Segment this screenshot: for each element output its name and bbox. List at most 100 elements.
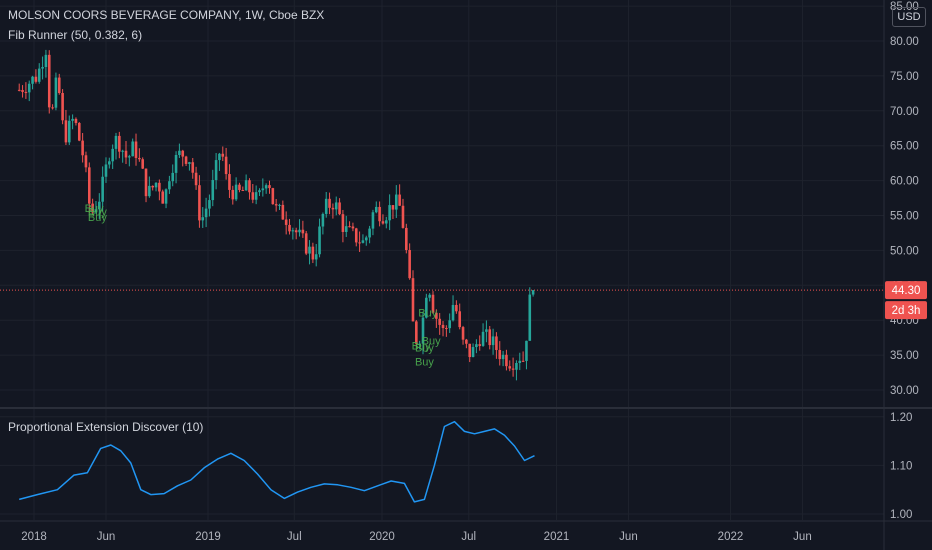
candle-body — [488, 329, 492, 346]
candle-body — [124, 150, 128, 158]
buy-signal-label: Buy — [85, 203, 104, 215]
candle-body — [31, 76, 34, 84]
candle-body — [358, 242, 361, 244]
candle-body — [244, 180, 248, 191]
candle-body — [495, 336, 498, 351]
candle-body — [415, 321, 418, 344]
candle-body — [465, 339, 468, 344]
y-tick-label: 65.00 — [890, 141, 919, 153]
candle-body — [118, 135, 121, 152]
indicator-legend[interactable]: Fib Runner (50, 0.382, 6) — [8, 28, 143, 42]
y-tick-label: 35.00 — [890, 350, 919, 362]
oscillator-legend[interactable]: Proportional Extension Discover (10) — [8, 420, 204, 434]
candle-body — [154, 182, 158, 188]
candle-body — [505, 354, 508, 367]
candle-body — [94, 209, 98, 213]
candle-body — [458, 311, 462, 328]
candle-body — [114, 135, 118, 149]
candle-body — [51, 107, 54, 109]
candle-body — [321, 213, 325, 227]
candle-body — [391, 205, 395, 210]
candle-body — [408, 250, 411, 279]
candle-body — [44, 54, 48, 68]
candle-body — [281, 204, 285, 220]
candle-body — [401, 205, 405, 228]
candle-body — [274, 204, 278, 206]
candle-body — [24, 91, 28, 93]
candle-body — [57, 77, 61, 93]
price-candles — [17, 49, 535, 381]
candle-body — [291, 230, 295, 232]
x-tick-label: 2019 — [195, 531, 221, 543]
candle-body — [528, 294, 532, 341]
y-tick-label: 80.00 — [890, 36, 919, 48]
candle-body — [301, 229, 305, 234]
candle-body — [101, 176, 104, 202]
candle-body — [194, 172, 198, 186]
candle-body — [294, 230, 298, 233]
candle-body — [161, 191, 165, 204]
candle-body — [224, 156, 228, 175]
candle-body — [54, 77, 58, 108]
candle-body — [41, 67, 44, 69]
candle-body — [64, 120, 68, 143]
candle-body — [381, 221, 385, 224]
candle-body — [238, 184, 241, 191]
candle-body — [478, 344, 482, 346]
x-tick-label: Jun — [97, 531, 116, 543]
candle-body — [471, 347, 475, 358]
candle-body — [208, 200, 211, 209]
osc-y-tick-label: 1.20 — [890, 412, 912, 424]
chart-title[interactable]: MOLSON COORS BEVERAGE COMPANY, 1W, Cboe … — [8, 8, 325, 22]
candle-body — [268, 185, 271, 189]
candle-body — [74, 118, 78, 123]
price-overlay: 44.30 2d 3h — [0, 281, 927, 320]
candle-body — [284, 219, 288, 225]
candle-body — [218, 153, 221, 161]
candle-body — [475, 344, 478, 348]
buy-signal-label: Buy — [415, 343, 434, 355]
x-tick-label: Jun — [619, 531, 638, 543]
candle-body — [515, 362, 518, 370]
candle-body — [338, 202, 341, 215]
candle-body — [518, 360, 522, 363]
candle-body — [521, 360, 525, 362]
candle-body — [341, 214, 345, 232]
candle-body — [17, 89, 21, 91]
candle-body — [228, 174, 231, 190]
candle-body — [104, 164, 108, 177]
buy-signal-label: Buy — [412, 341, 431, 353]
x-tick-label: 2020 — [369, 531, 395, 543]
candle-body — [314, 254, 318, 260]
candle-body — [188, 162, 191, 164]
candle-body — [201, 217, 205, 221]
candle-body — [134, 141, 138, 158]
candle-body — [71, 118, 74, 121]
y-tick-label: 55.00 — [890, 211, 919, 223]
buy-signal-label: Buy — [88, 207, 107, 219]
candle-body — [251, 192, 255, 200]
candle-body — [398, 194, 401, 206]
y-tick-label: 60.00 — [890, 176, 919, 188]
candle-body — [171, 172, 175, 182]
candle-body — [258, 190, 261, 193]
candle-body — [168, 181, 171, 190]
candle-body — [344, 226, 348, 232]
candle-body — [348, 226, 351, 228]
x-tick-label: 2022 — [718, 531, 744, 543]
candle-body — [491, 336, 495, 346]
candle-body — [395, 194, 398, 210]
candle-body — [248, 180, 251, 193]
candle-body — [468, 343, 472, 358]
candle-body — [388, 205, 391, 221]
currency-button[interactable]: USD — [892, 7, 926, 27]
candle-body — [378, 206, 381, 222]
candle-body — [191, 162, 195, 173]
candle-body — [21, 90, 24, 92]
price-label: 44.30 — [892, 285, 921, 297]
candle-body — [431, 294, 435, 313]
candle-body — [288, 224, 291, 232]
candle-body — [428, 294, 431, 298]
